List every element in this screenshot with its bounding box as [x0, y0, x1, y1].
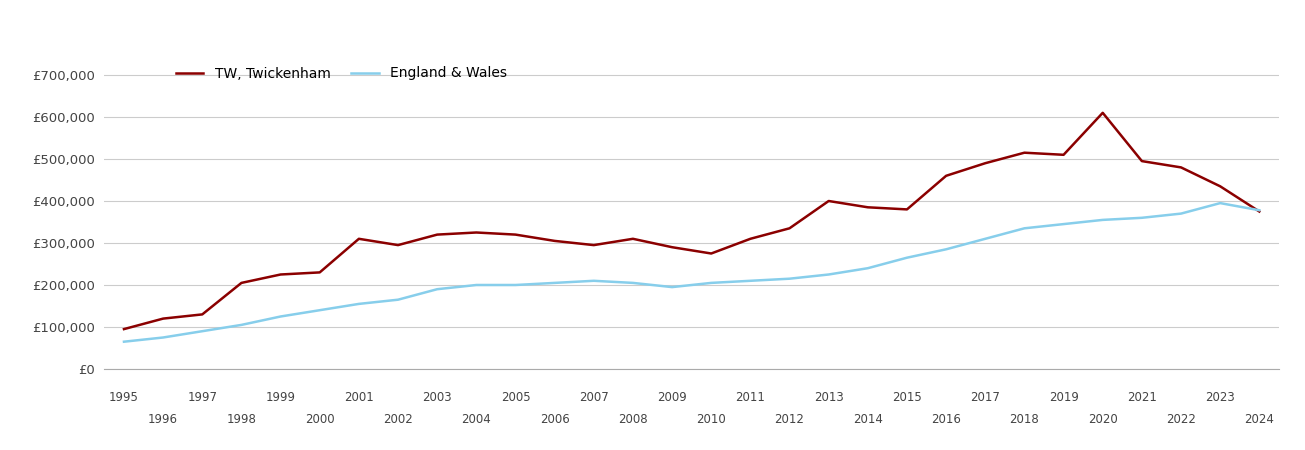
TW, Twickenham [547, 238, 562, 243]
England & Wales [508, 282, 523, 288]
England & Wales [821, 272, 837, 277]
Text: 1996: 1996 [149, 413, 177, 426]
TW, Twickenham [782, 225, 797, 231]
TW, Twickenham [234, 280, 249, 286]
TW, Twickenham [899, 207, 915, 212]
England & Wales [273, 314, 288, 319]
TW, Twickenham [743, 236, 758, 242]
Text: 2006: 2006 [540, 413, 569, 426]
England & Wales [1017, 225, 1032, 231]
England & Wales [116, 339, 132, 344]
England & Wales [586, 278, 602, 284]
England & Wales [743, 278, 758, 284]
Text: 1998: 1998 [227, 413, 256, 426]
TW, Twickenham [1212, 184, 1228, 189]
England & Wales [625, 280, 641, 286]
TW, Twickenham [351, 236, 367, 242]
TW, Twickenham [1173, 165, 1189, 170]
England & Wales [1251, 207, 1267, 213]
England & Wales [194, 328, 210, 334]
Text: 2019: 2019 [1049, 391, 1078, 404]
TW, Twickenham [312, 270, 328, 275]
England & Wales [312, 307, 328, 313]
Text: 2011: 2011 [736, 391, 765, 404]
TW, Twickenham [155, 316, 171, 321]
England & Wales [1212, 200, 1228, 206]
TW, Twickenham [938, 173, 954, 179]
England & Wales [429, 287, 445, 292]
TW, Twickenham [586, 243, 602, 248]
Text: 2016: 2016 [932, 413, 960, 426]
TW, Twickenham [194, 312, 210, 317]
TW, Twickenham [273, 272, 288, 277]
Text: 2018: 2018 [1010, 413, 1039, 426]
Text: 2003: 2003 [423, 391, 452, 404]
Text: 2021: 2021 [1128, 391, 1156, 404]
Text: 1997: 1997 [188, 391, 217, 404]
Text: 1999: 1999 [266, 391, 295, 404]
England & Wales [899, 255, 915, 261]
TW, Twickenham [390, 243, 406, 248]
England & Wales [234, 322, 249, 328]
England & Wales [977, 236, 993, 242]
TW, Twickenham [1017, 150, 1032, 155]
England & Wales [938, 247, 954, 252]
TW, Twickenham [977, 161, 993, 166]
England & Wales [703, 280, 719, 286]
Text: 2015: 2015 [893, 391, 921, 404]
Text: 2009: 2009 [658, 391, 686, 404]
Text: 2005: 2005 [501, 391, 530, 404]
England & Wales [547, 280, 562, 286]
TW, Twickenham [860, 205, 876, 210]
England & Wales [351, 301, 367, 306]
Text: 2020: 2020 [1088, 413, 1117, 426]
Text: 2010: 2010 [697, 413, 726, 426]
England & Wales [468, 282, 484, 288]
TW, Twickenham [1095, 110, 1111, 116]
TW, Twickenham [821, 198, 837, 204]
Text: 2014: 2014 [853, 413, 882, 426]
Text: 2013: 2013 [814, 391, 843, 404]
England & Wales [664, 284, 680, 290]
England & Wales [1173, 211, 1189, 216]
England & Wales [1056, 221, 1071, 227]
Line: England & Wales: England & Wales [124, 203, 1259, 342]
TW, Twickenham [703, 251, 719, 256]
England & Wales [1134, 215, 1150, 220]
Text: 2001: 2001 [345, 391, 373, 404]
England & Wales [782, 276, 797, 281]
TW, Twickenham [508, 232, 523, 237]
Legend: TW, Twickenham, England & Wales: TW, Twickenham, England & Wales [170, 61, 513, 86]
TW, Twickenham [1134, 158, 1150, 164]
TW, Twickenham [1251, 209, 1267, 214]
Text: 2022: 2022 [1167, 413, 1195, 426]
England & Wales [390, 297, 406, 302]
TW, Twickenham [116, 326, 132, 332]
England & Wales [1095, 217, 1111, 223]
Text: 2004: 2004 [462, 413, 491, 426]
Text: 2000: 2000 [305, 413, 334, 426]
England & Wales [155, 335, 171, 340]
TW, Twickenham [1056, 152, 1071, 158]
Text: 1995: 1995 [110, 391, 138, 404]
Line: TW, Twickenham: TW, Twickenham [124, 113, 1259, 329]
Text: 2002: 2002 [384, 413, 412, 426]
Text: 2024: 2024 [1245, 413, 1274, 426]
Text: 2017: 2017 [971, 391, 1000, 404]
TW, Twickenham [429, 232, 445, 237]
TW, Twickenham [468, 230, 484, 235]
Text: 2007: 2007 [579, 391, 608, 404]
Text: 2012: 2012 [775, 413, 804, 426]
TW, Twickenham [625, 236, 641, 242]
Text: 2008: 2008 [619, 413, 647, 426]
Text: 2023: 2023 [1206, 391, 1235, 404]
TW, Twickenham [664, 244, 680, 250]
England & Wales [860, 266, 876, 271]
